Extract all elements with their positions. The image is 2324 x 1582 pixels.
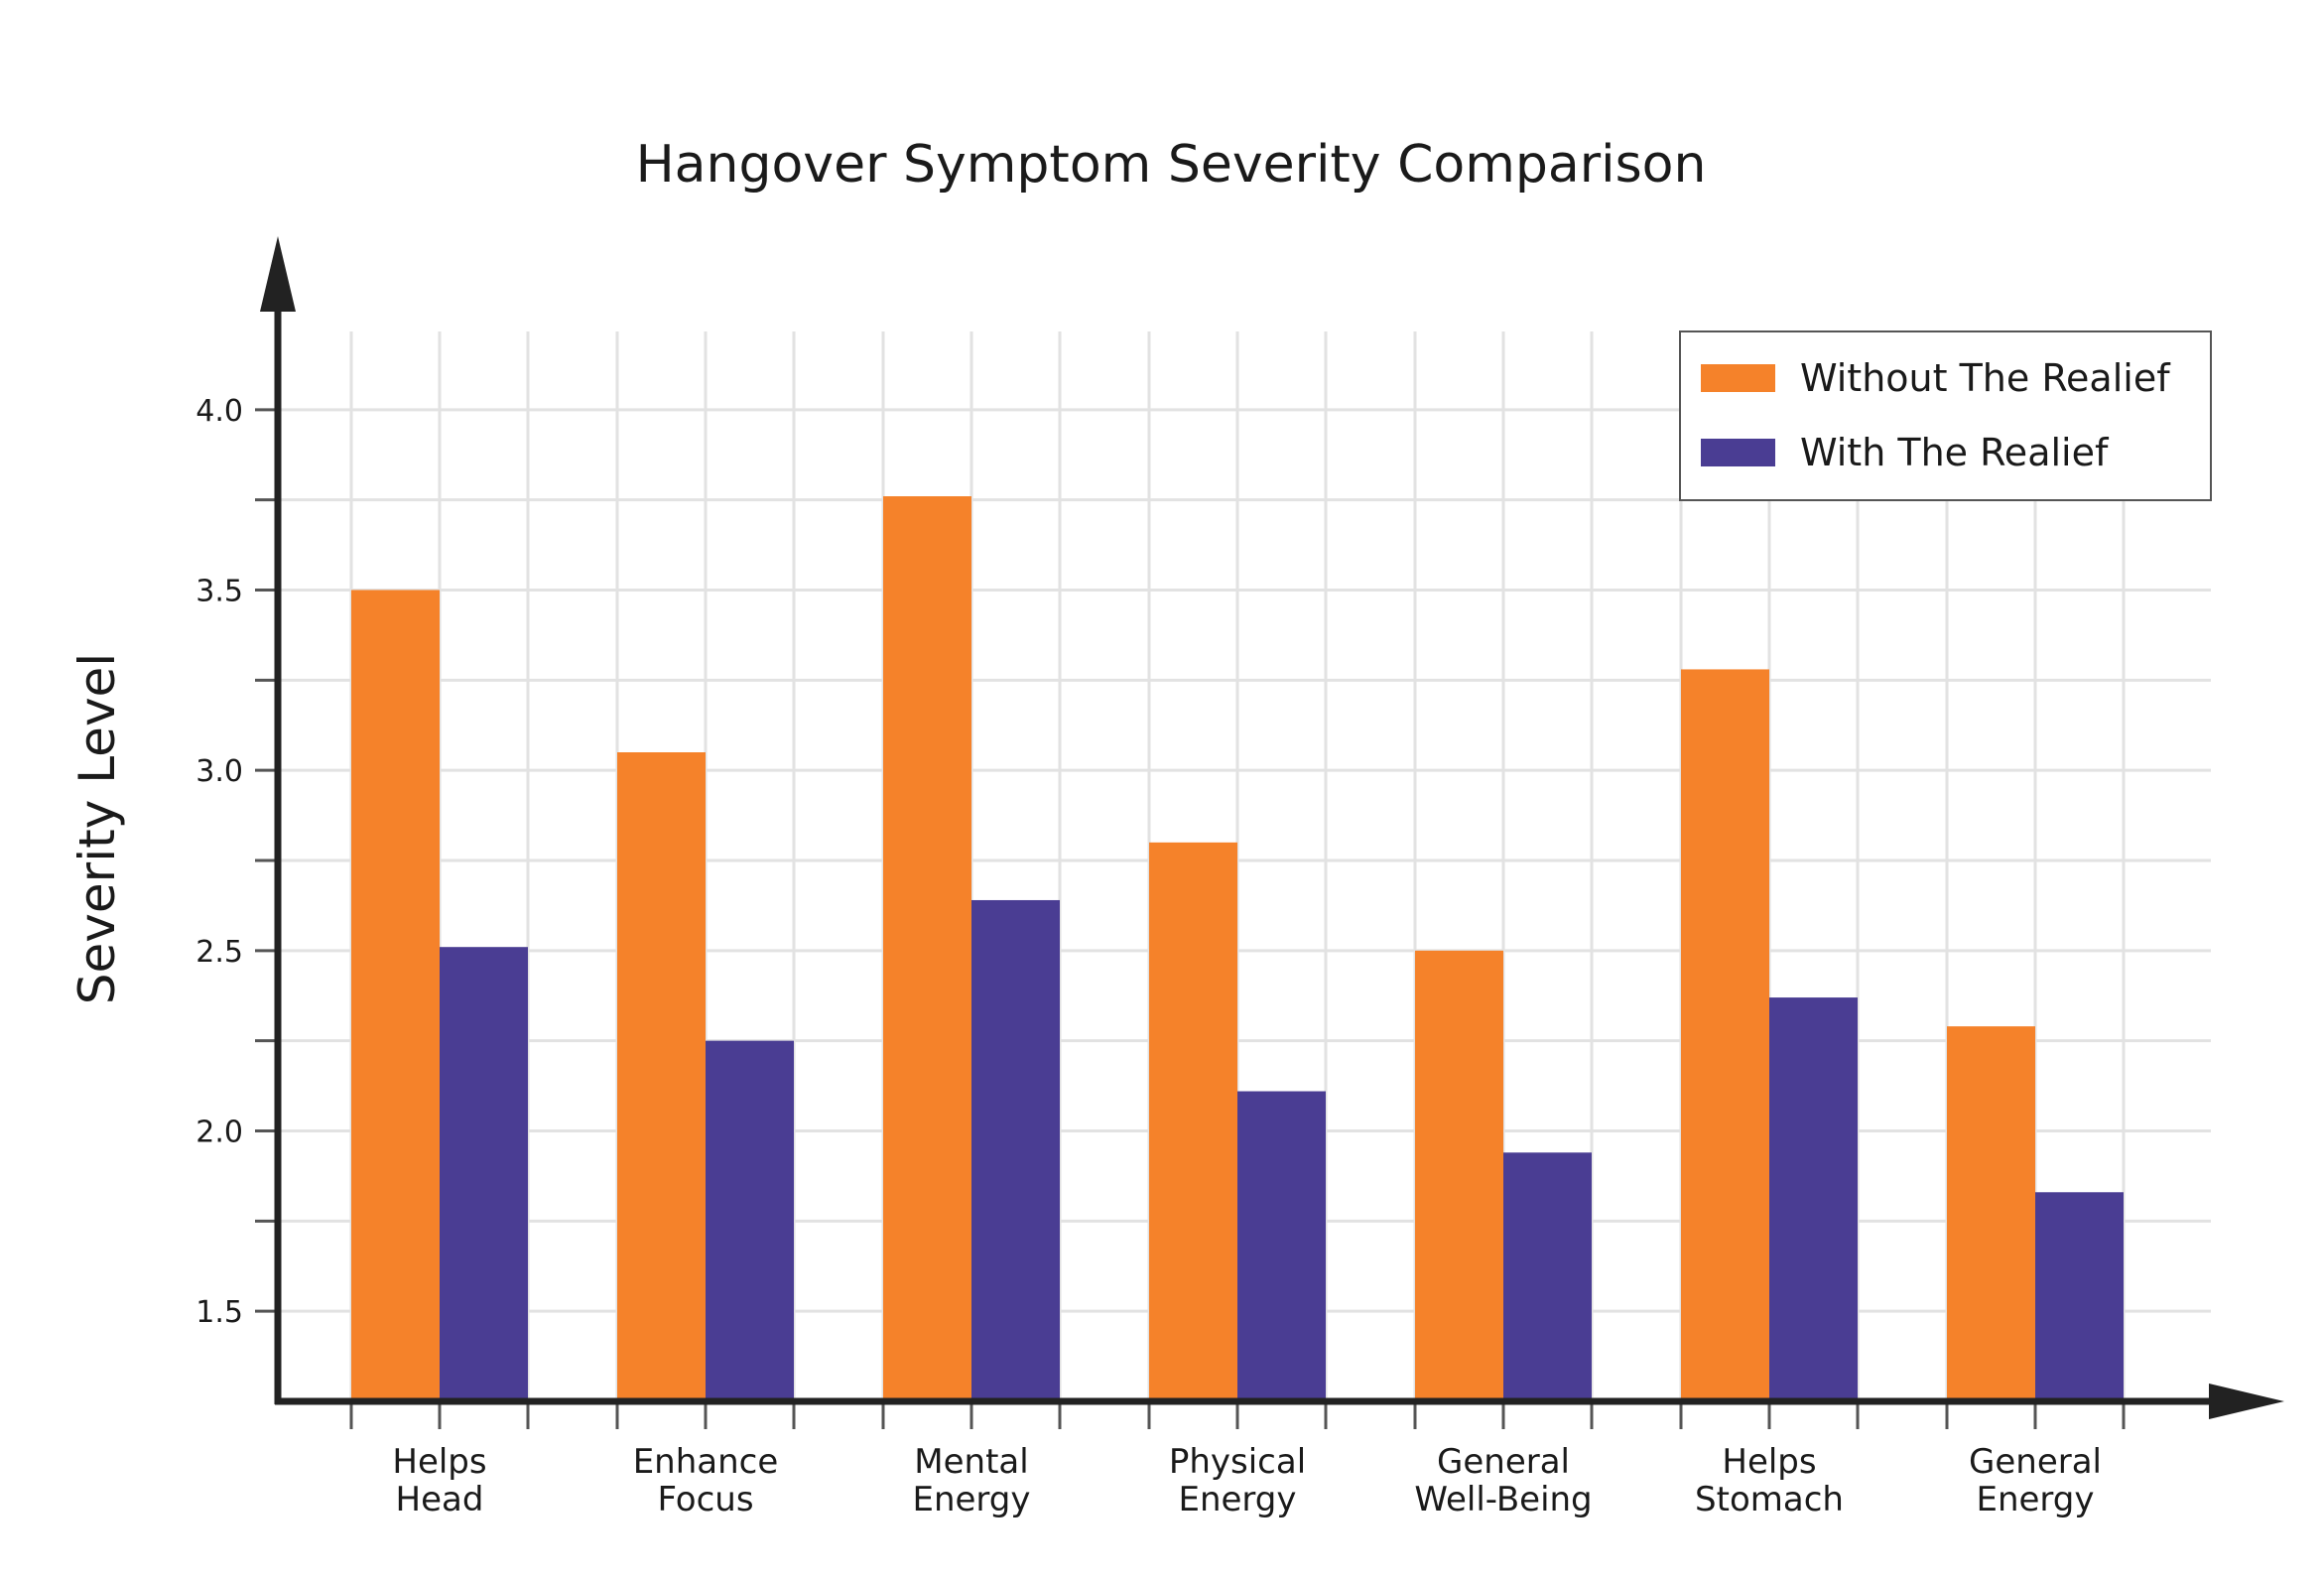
x-category-label: General Energy [1969,1442,2102,1519]
legend-box [1679,330,2212,501]
bar-with-realief [1237,1091,1326,1401]
legend-swatch-without [1701,364,1775,392]
bar-with-realief [2035,1192,2124,1401]
bars [351,496,2124,1401]
y-tick-label: 2.5 [195,935,243,970]
x-category-label: Physical Energy [1169,1442,1306,1519]
x-category-label: Enhance Focus [633,1442,779,1519]
legend-label-with: With The Realief [1800,431,2110,474]
bar-with-realief [1503,1152,1592,1401]
axes [255,236,2284,1429]
y-ticks: 1.5 2.0 2.5 3.0 3.5 4.0 [195,394,243,1330]
bar-with-realief [1769,997,1858,1401]
x-category-label: Mental Energy [912,1442,1030,1519]
bar-with-realief [440,947,528,1401]
y-tick-label: 2.0 [195,1116,243,1150]
bar-without-realief [883,496,971,1401]
bar-without-realief [1947,1026,2035,1401]
x-axis-arrow [2209,1384,2284,1419]
legend-label-without: Without The Realief [1800,356,2171,400]
chart-title: Hangover Symptom Severity Comparison [636,135,1707,195]
y-axis-label: Severity Level [68,653,126,1004]
bar-without-realief [1415,950,1503,1401]
x-category-label: General Well-Being [1414,1442,1592,1519]
y-tick-label: 3.5 [195,575,243,609]
bar-without-realief [351,590,440,1401]
bar-without-realief [617,752,706,1401]
x-category-label: Helps Stomach [1695,1442,1844,1519]
legend: Without The Realief With The Realief [1679,330,2212,501]
y-tick-label: 4.0 [195,394,243,429]
bar-without-realief [1149,842,1237,1401]
y-tick-label: 1.5 [195,1295,243,1330]
x-categories: Helps Head Enhance Focus Mental Energy Physica… [392,1442,2102,1519]
bar-with-realief [706,1040,794,1401]
y-tick-label: 3.0 [195,754,243,789]
y-axis-arrow [260,236,296,312]
bar-with-realief [971,899,1060,1401]
bar-without-realief [1681,669,1769,1401]
x-category-label: Helps Head [392,1442,486,1519]
legend-swatch-with [1701,439,1775,466]
